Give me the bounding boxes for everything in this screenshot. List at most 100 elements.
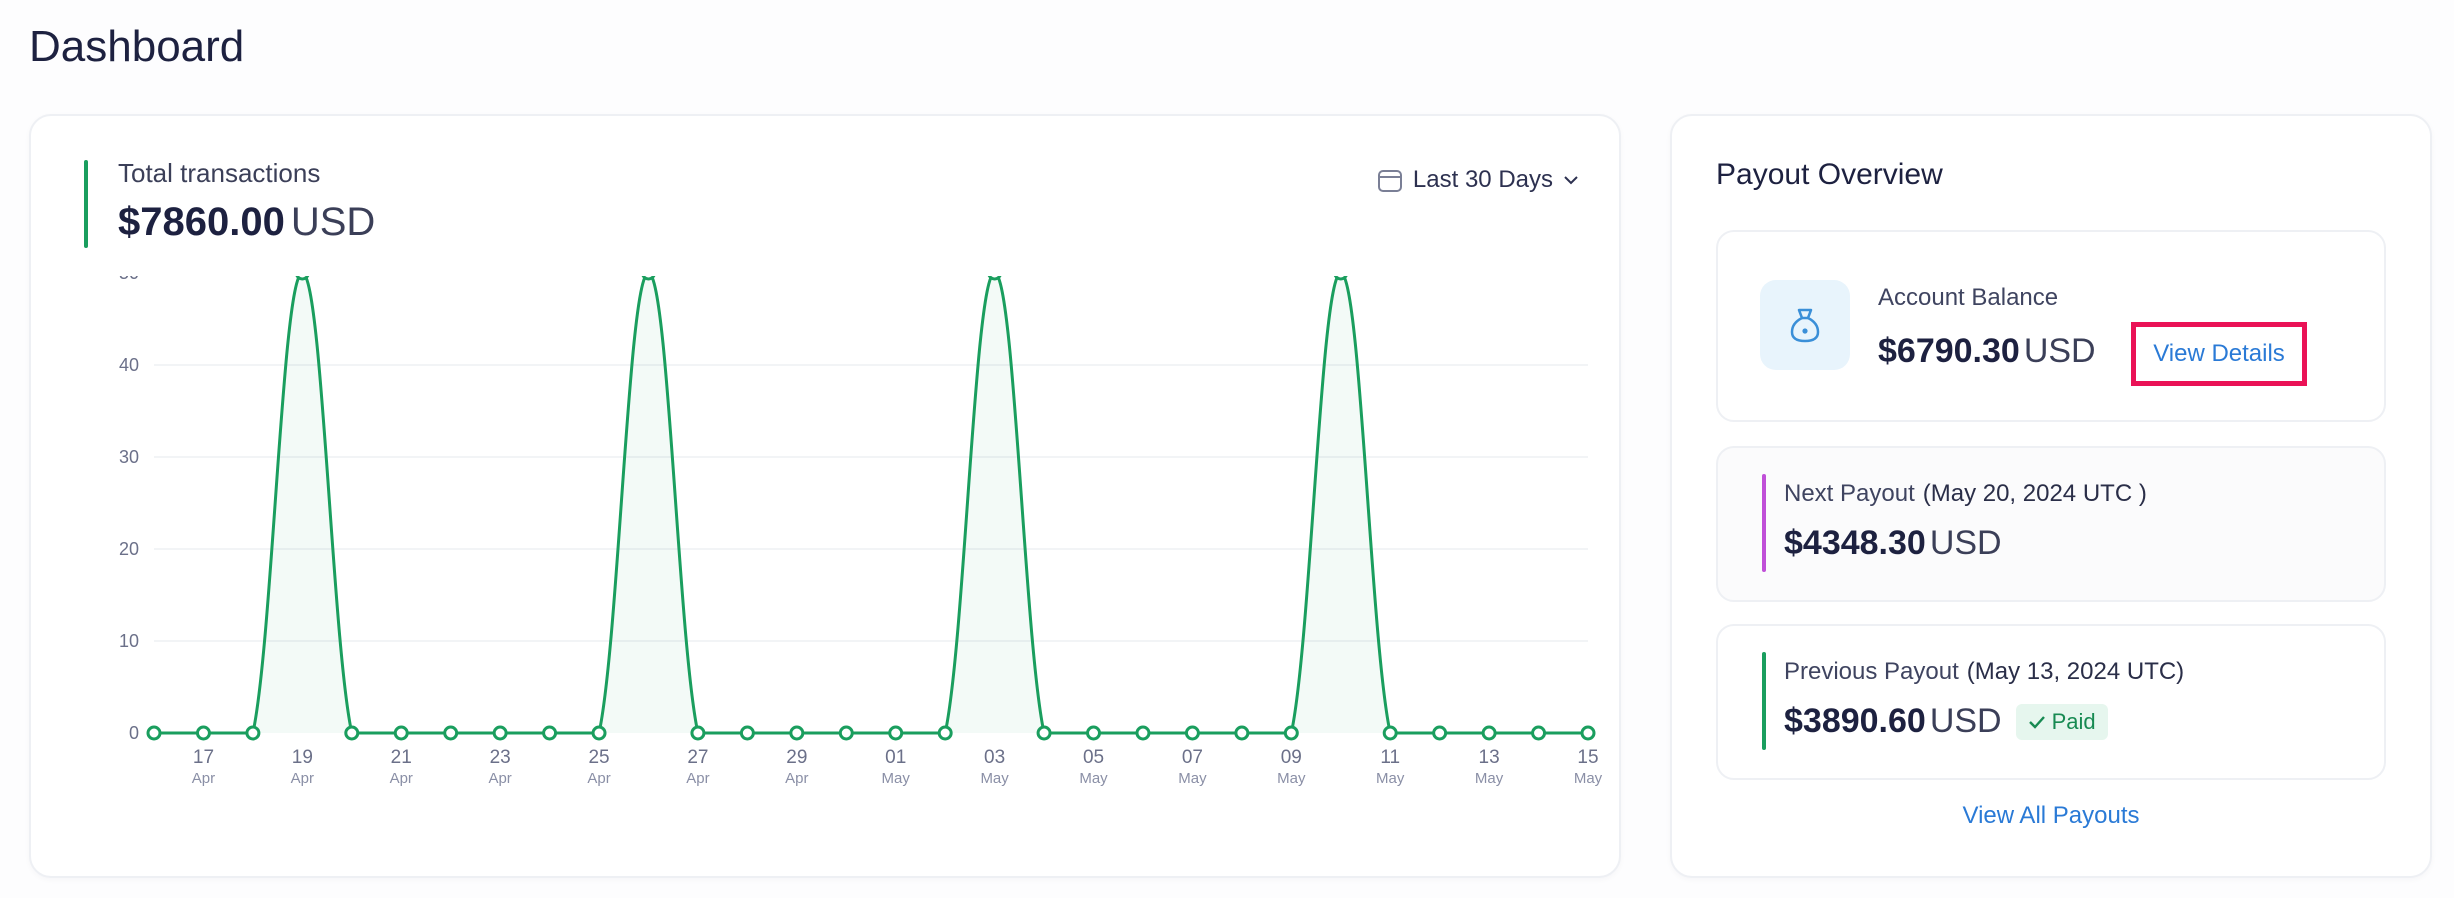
x-tick-month: Apr [686,770,709,787]
page-title: Dashboard [29,22,245,71]
x-tick-day: 05 [1083,747,1104,768]
transactions-chart: 01020304050 17Apr19Apr21Apr23Apr25Apr27A… [119,276,1603,787]
previous-payout-currency: USD [1929,702,2002,740]
data-point [690,725,706,741]
chart-x-axis: 17 Apr 19 Apr 21 Apr 23 Apr 25 Apr 27 Apr 29 Apr 01 May… [192,747,1603,787]
next-payout-accent-bar [1762,474,1766,572]
y-tick-label: 50 [119,276,139,283]
next-payout-heading: Next Payout (May 20, 2024 UTC ) [1784,480,2147,508]
x-tick-day: 19 [292,747,313,768]
transactions-currency: USD [290,200,376,244]
x-tick-day: 29 [786,747,807,768]
payout-overview-card: Payout Overview Account Balance $6790.30… [1670,114,2432,878]
data-point [195,725,211,741]
x-tick-month: Apr [291,770,314,787]
view-details-link[interactable]: View Details [2131,322,2307,386]
account-balance-label: Account Balance [1878,284,2059,311]
data-point [1333,276,1348,281]
x-tick-month: May [1475,770,1504,787]
data-point [1184,725,1200,741]
payout-overview-title: Payout Overview [1716,158,1943,191]
data-point [492,725,508,741]
account-balance-card: Account Balance $6790.30 USD View Details [1716,230,2386,422]
x-tick-day: 17 [193,747,214,768]
previous-payout-heading: Previous Payout (May 13, 2024 UTC) [1784,658,2184,686]
y-tick-label: 20 [119,539,139,559]
x-tick-day: 11 [1380,747,1400,768]
x-tick-day: 25 [588,747,609,768]
y-tick-label: 10 [119,631,139,651]
next-payout-currency: USD [1929,524,2002,562]
view-all-payouts-link[interactable]: View All Payouts [1962,802,2140,829]
previous-payout-value: $3890.60 USD Paid [1784,702,2108,741]
data-point [393,725,409,741]
data-point [1580,725,1596,741]
data-point [146,725,162,741]
y-tick-label: 30 [119,447,139,467]
x-tick-month: Apr [785,770,808,787]
data-point [1531,725,1547,741]
data-point [1036,725,1052,741]
previous-payout-accent-bar [1762,652,1766,750]
next-payout-amount: $4348.30 [1784,524,1926,562]
chart-y-axis: 0 10 20 30 40 50 [119,276,139,743]
data-point [591,725,607,741]
data-point [1234,725,1250,741]
x-tick-month: Apr [587,770,610,787]
data-point [295,276,310,281]
x-tick-day: 07 [1182,747,1203,768]
x-tick-day: 27 [687,747,708,768]
series-area [154,276,1588,733]
paid-status-label: Paid [2051,708,2096,734]
money-bag-icon [1760,280,1850,370]
date-range-dropdown[interactable]: Last 30 Days [1377,166,1579,194]
chevron-down-icon [1563,174,1579,186]
transactions-amount: $7860.00 [118,200,285,244]
previous-payout-date: (May 13, 2024 UTC) [1966,658,2185,685]
data-point [789,725,805,741]
x-tick-month: May [1079,770,1108,787]
data-point [245,725,261,741]
account-balance-amount: $6790.30 [1878,332,2020,370]
x-tick-month: May [1277,770,1306,787]
x-tick-month: May [980,770,1009,787]
data-point [987,276,1002,281]
data-point [888,725,904,741]
next-payout-card: Next Payout (May 20, 2024 UTC ) $4348.30 U… [1716,446,2386,602]
date-range-label: Last 30 Days [1412,166,1553,193]
transactions-total: $7860.00 USD [118,200,375,245]
data-point [937,725,953,741]
data-point [1432,725,1448,741]
data-point [542,725,558,741]
previous-payout-card: Previous Payout (May 13, 2024 UTC) $3890.… [1716,624,2386,780]
data-point [838,725,854,741]
data-point [344,725,360,741]
previous-payout-amount: $3890.60 [1784,702,1926,740]
chart-grid [154,364,1588,642]
transactions-label: Total transactions [118,158,321,188]
data-point [1086,725,1102,741]
x-tick-month: May [1178,770,1207,787]
x-tick-day: 09 [1281,747,1302,768]
x-tick-day: 23 [490,747,511,768]
data-point [1382,725,1398,741]
y-tick-label: 40 [119,355,139,375]
x-tick-month: Apr [192,770,215,787]
x-tick-month: May [882,770,911,787]
transactions-accent-bar [84,160,88,248]
x-tick-day: 01 [885,747,906,768]
y-tick-label: 0 [129,723,139,743]
x-tick-day: 03 [984,747,1005,768]
x-tick-month: Apr [390,770,413,787]
previous-payout-label: Previous Payout [1784,658,1959,685]
next-payout-date: (May 20, 2024 UTC ) [1922,480,2147,507]
data-point [443,725,459,741]
x-tick-month: May [1376,770,1405,787]
data-point [1283,725,1299,741]
data-point [641,276,656,281]
next-payout-value: $4348.30 USD [1784,524,2002,563]
data-point [1135,725,1151,741]
next-payout-label: Next Payout [1784,480,1915,507]
data-point [739,725,755,741]
paid-status-badge: Paid [2015,703,2108,740]
